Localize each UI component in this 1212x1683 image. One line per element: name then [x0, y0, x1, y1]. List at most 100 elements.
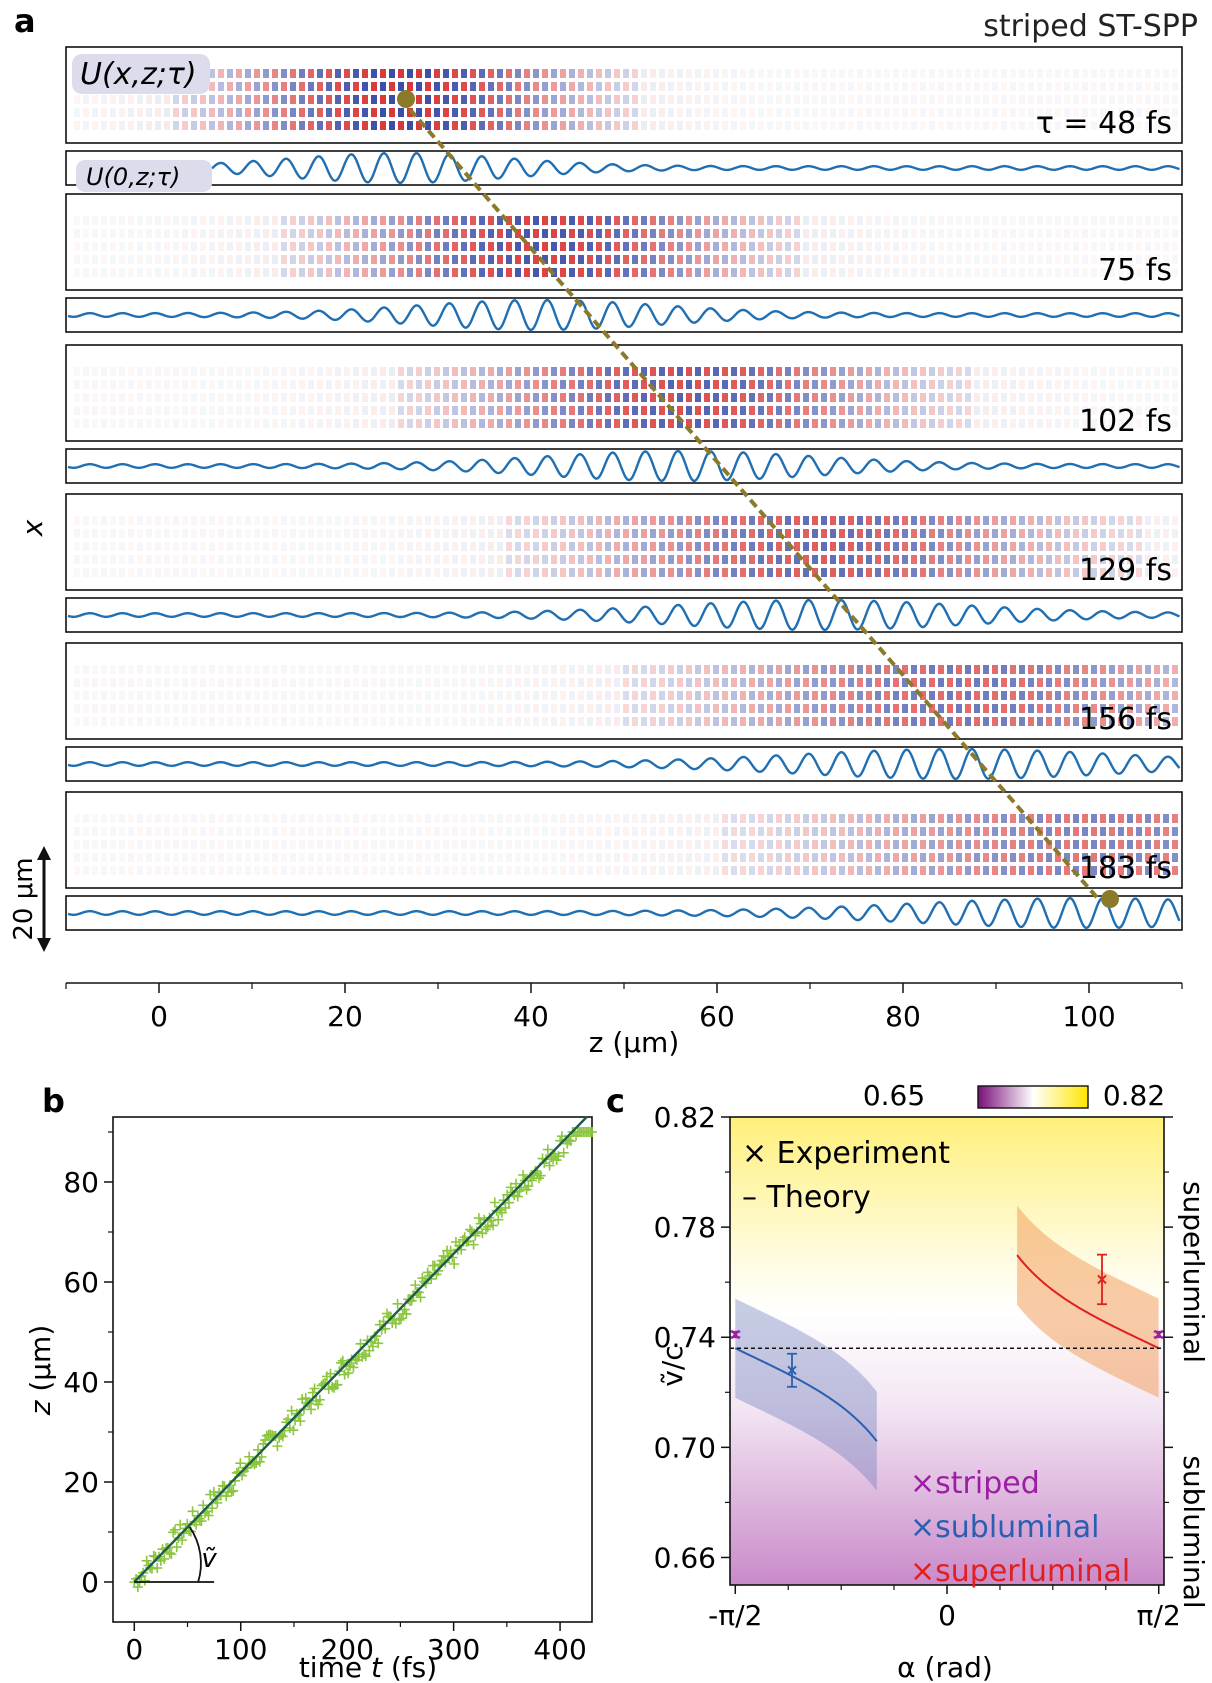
field-cell	[74, 367, 80, 376]
field-cell	[785, 406, 791, 415]
field-cell	[1037, 82, 1043, 91]
scatter-point	[488, 1220, 499, 1231]
field-cell	[1019, 69, 1025, 78]
field-cell	[254, 691, 260, 700]
field-cell	[533, 814, 539, 823]
field-cell	[245, 814, 251, 823]
field-cell	[632, 406, 638, 415]
field-cell	[128, 529, 134, 538]
field-cell	[1145, 814, 1151, 823]
field-cell	[1127, 216, 1133, 225]
field-cell	[533, 242, 539, 251]
field-cell	[407, 853, 413, 862]
field-cell	[1145, 555, 1151, 564]
field-cell	[317, 516, 323, 525]
field-cell	[281, 866, 287, 875]
field-cell	[1073, 678, 1079, 687]
field-cell	[155, 704, 161, 713]
field-cell	[362, 555, 368, 564]
field-cell	[371, 242, 377, 251]
field-cell	[155, 840, 161, 849]
field-cell	[767, 866, 773, 875]
field-cell	[632, 704, 638, 713]
field-cell	[515, 69, 521, 78]
subluminal-point	[787, 1365, 797, 1375]
field-cell	[218, 380, 224, 389]
field-cell	[659, 814, 665, 823]
field-cell	[695, 678, 701, 687]
field-cell	[1010, 380, 1016, 389]
field-cell	[353, 827, 359, 836]
field-cell	[434, 406, 440, 415]
field-cell	[470, 542, 476, 551]
field-cell	[776, 255, 782, 264]
field-cell	[182, 840, 188, 849]
field-cell	[137, 393, 143, 402]
field-cell	[299, 121, 305, 130]
field-cell	[299, 678, 305, 687]
field-cell	[560, 704, 566, 713]
field-cell	[182, 516, 188, 525]
scatter-point	[191, 1519, 202, 1530]
field-cell	[344, 229, 350, 238]
field-cell	[326, 840, 332, 849]
field-cell	[587, 268, 593, 277]
field-cell	[1001, 380, 1007, 389]
field-cell	[983, 568, 989, 577]
field-cell	[704, 840, 710, 849]
field-cell	[119, 406, 125, 415]
field-cell	[173, 866, 179, 875]
field-cell	[911, 840, 917, 849]
field-cell	[1136, 69, 1142, 78]
field-cell	[632, 393, 638, 402]
field-cell	[929, 691, 935, 700]
field-cell	[380, 814, 386, 823]
field-cell	[452, 840, 458, 849]
field-cell	[794, 108, 800, 117]
field-cell	[821, 691, 827, 700]
scatter-point	[343, 1368, 354, 1379]
field-cell	[1019, 827, 1025, 836]
field-cell	[191, 406, 197, 415]
field-cell	[848, 691, 854, 700]
field-cell	[362, 69, 368, 78]
field-cell	[299, 108, 305, 117]
field-cell	[668, 242, 674, 251]
field-cell	[290, 255, 296, 264]
field-cell	[101, 108, 107, 117]
field-cell	[200, 665, 206, 674]
field-cell	[1082, 380, 1088, 389]
field-cell	[956, 121, 962, 130]
field-cell	[983, 853, 989, 862]
field-cell	[965, 827, 971, 836]
field-cell	[101, 853, 107, 862]
field-cell	[371, 393, 377, 402]
field-cell	[848, 108, 854, 117]
field-cell	[326, 717, 332, 726]
field-cell	[245, 255, 251, 264]
field-cell	[821, 268, 827, 277]
field-cell	[515, 82, 521, 91]
field-cell	[569, 568, 575, 577]
field-cell	[470, 108, 476, 117]
field-cell	[335, 704, 341, 713]
field-cell	[1127, 82, 1133, 91]
field-cell	[695, 568, 701, 577]
field-cell	[173, 814, 179, 823]
field-cell	[911, 82, 917, 91]
field-cell	[83, 853, 89, 862]
field-cell	[821, 108, 827, 117]
field-cell	[137, 516, 143, 525]
field-cell	[767, 121, 773, 130]
field-cell	[1073, 853, 1079, 862]
field-cell	[623, 255, 629, 264]
field-cell	[110, 529, 116, 538]
field-cell	[92, 827, 98, 836]
field-cell	[560, 827, 566, 836]
field-cell	[308, 516, 314, 525]
field-cell	[182, 216, 188, 225]
field-cell	[1118, 568, 1124, 577]
field-cell	[1001, 529, 1007, 538]
colorbar	[977, 1085, 1089, 1109]
field-cell	[182, 853, 188, 862]
